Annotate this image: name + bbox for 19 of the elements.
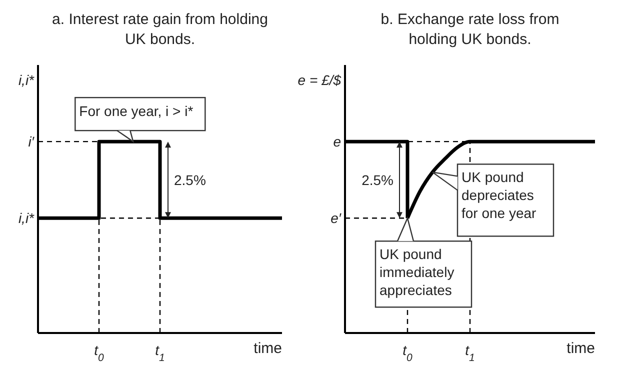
annotation: 2.5% (362, 172, 394, 188)
text: i,i* (18, 210, 35, 226)
y-axis-title: i,i* (18, 72, 35, 88)
x-tick-label: t$_{0}$ (94, 342, 104, 364)
x-tick-label: t$_{1}$ (465, 342, 475, 364)
annotation: 2.5% (174, 172, 206, 188)
x-tick-label: t$_{1}$ (155, 342, 165, 364)
chart-title: b. Exchange rate loss from holding UK bonds. (380, 10, 560, 50)
x-tick-label: t$_{0}$ (402, 342, 413, 364)
annotation: UK pound immediately appreciates (380, 245, 456, 300)
y-axis-title: e = £/$ (298, 72, 342, 88)
x-axis-title: time (566, 340, 595, 357)
x-axis-title: time (254, 340, 282, 357)
text: e′ (330, 210, 342, 226)
text: i′ (28, 134, 36, 150)
annotation: For one year, i > i* (79, 102, 194, 120)
annotation: UK pound depreciates for one year (462, 168, 538, 222)
chart-title: a. Interest rate gain from holding UK bonds. (51, 10, 269, 50)
text: e (333, 134, 342, 150)
